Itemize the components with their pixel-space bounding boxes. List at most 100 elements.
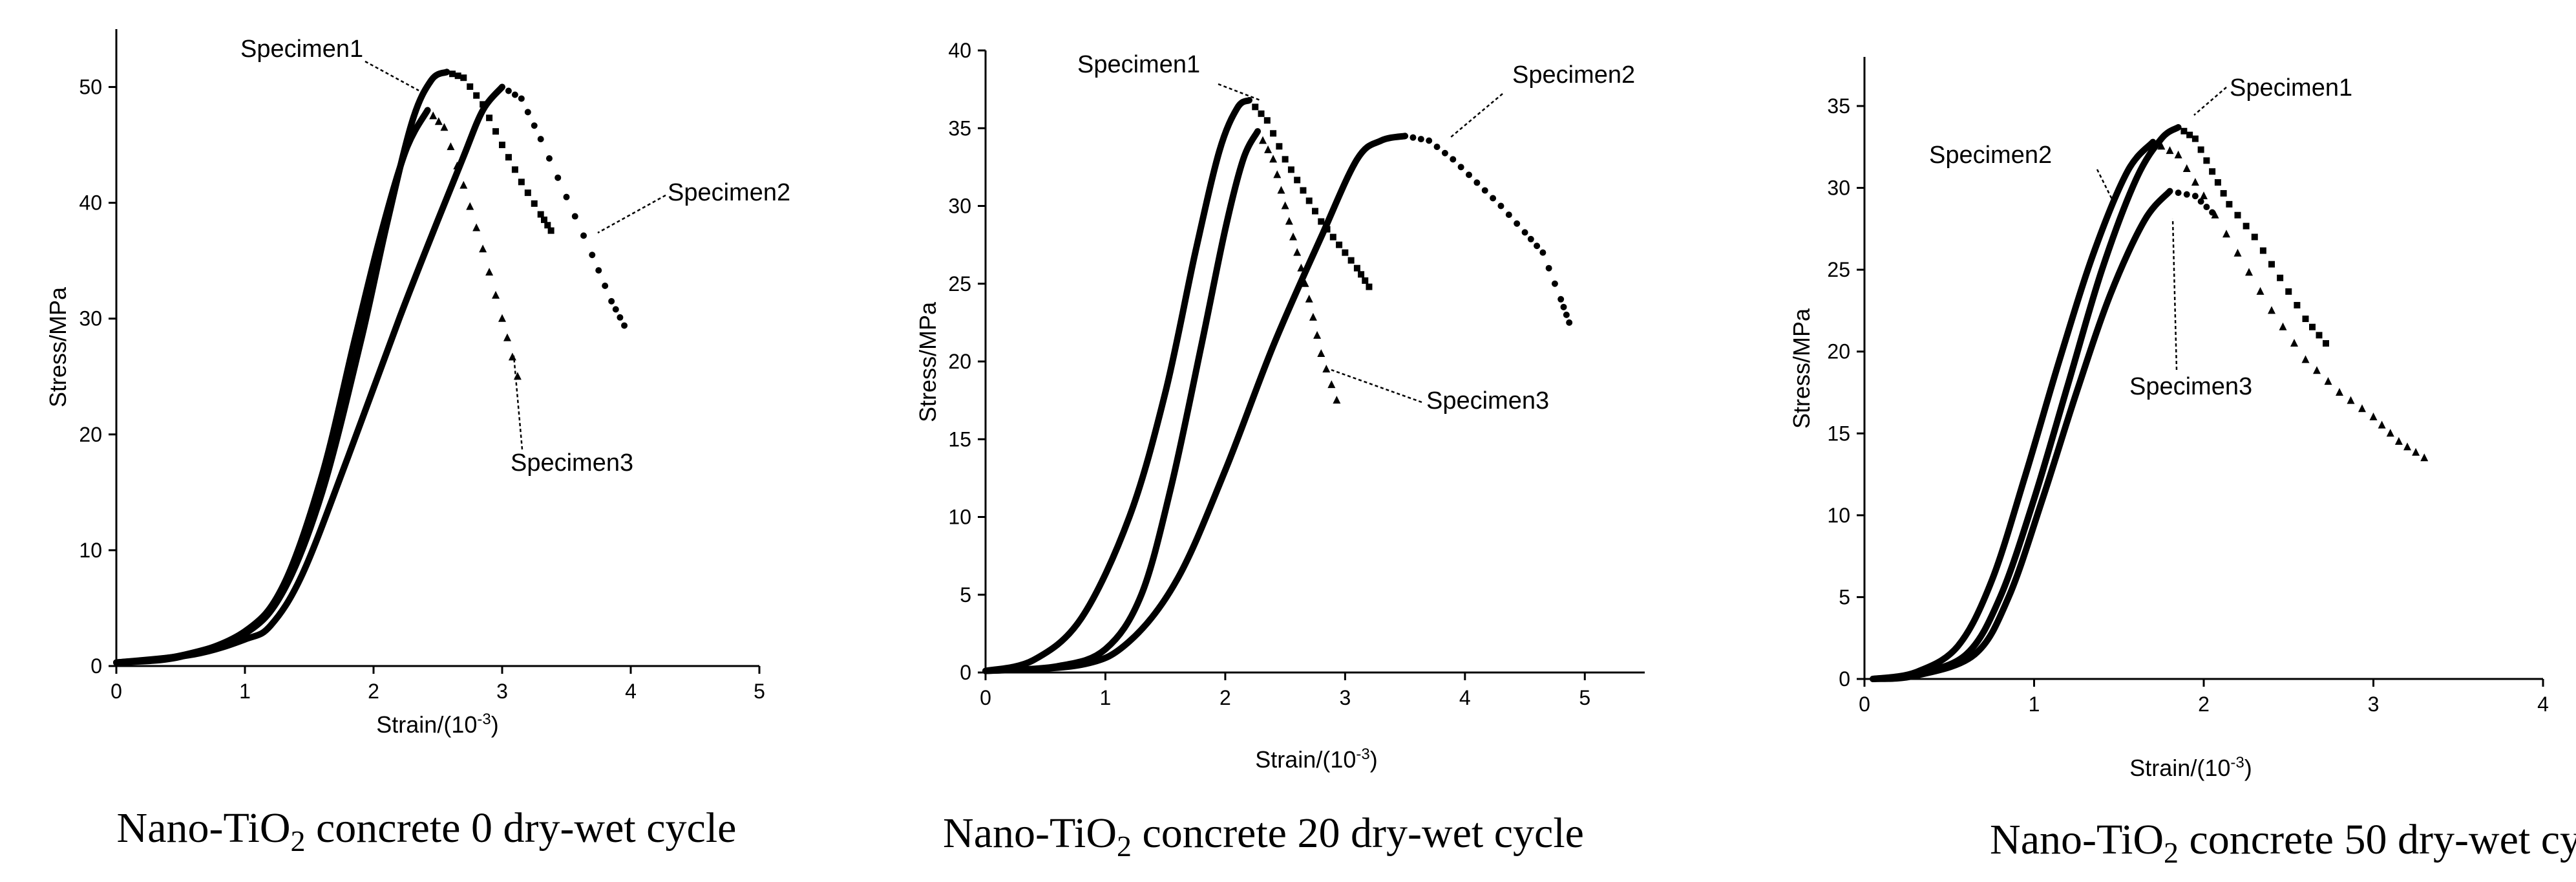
data-point-specimen1 [2251,233,2258,241]
data-point-specimen3 [2203,204,2210,211]
y-tick-label: 0 [90,654,102,678]
series-specimen3 [1870,188,2216,682]
x-tick-label: 1 [1100,686,1112,709]
series-line-specimen2 [113,83,505,666]
data-point-specimen2 [1563,311,1570,318]
data-point-specimen3 [434,117,443,125]
data-point-specimen3 [503,333,511,341]
y-tick-label: 10 [948,506,971,529]
y-tick-label: 5 [960,583,971,607]
x-tick-label: 2 [1219,686,1231,709]
data-point-specimen2 [2256,286,2265,295]
data-point-specimen1 [2294,301,2301,308]
data-point-specimen3 [440,123,449,131]
data-point-specimen2 [554,174,562,181]
x-axis-label: Strain/(10-3) [376,711,498,738]
data-point-specimen1 [1342,249,1349,256]
panel-caption: Nano-TiO2 concrete 0 dry-wet cycle [117,804,737,857]
y-tick-label: 10 [1827,504,1850,527]
y-tick-label: 30 [1827,177,1850,200]
x-tick-label: 0 [1859,693,1870,716]
data-point-specimen2 [612,306,619,313]
data-point-specimen2 [1566,319,1573,326]
data-point-specimen3 [2197,198,2204,205]
data-point-specimen1 [2180,127,2188,134]
data-point-specimen1 [1353,264,1360,272]
data-point-specimen3 [1313,330,1322,339]
data-point-specimen2 [1417,136,1424,143]
data-point-specimen3 [1273,170,1282,178]
data-point-specimen1 [2268,261,2275,268]
data-point-specimen2 [2394,436,2403,445]
data-point-specimen2 [2324,377,2332,385]
data-point-specimen2 [608,297,615,305]
y-tick-label: 40 [79,191,102,215]
y-tick-label: 30 [948,195,971,218]
data-point-specimen2 [1433,144,1441,151]
data-point-specimen1 [1258,110,1265,117]
y-tick-label: 50 [79,76,102,99]
panel-caption: Nano-TiO2 concrete 50 dry-wet cycle [1990,816,2576,869]
leader-specimen3 [512,355,523,450]
data-point-specimen1 [1276,143,1283,150]
x-axis-label: Strain/(10-3) [2129,754,2252,782]
data-point-specimen1 [2203,157,2210,164]
series-specimen3 [113,107,522,666]
data-point-specimen2 [1473,179,1481,186]
data-point-specimen2 [595,267,602,274]
data-point-specimen1 [537,211,544,218]
x-tick-label: 5 [1579,686,1590,709]
data-point-specimen2 [563,193,570,200]
y-axis-label: Stress/MPa [1788,308,1815,429]
data-point-specimen2 [1557,296,1565,303]
data-point-specimen3 [1289,232,1297,241]
data-point-specimen2 [2369,412,2378,420]
data-point-specimen2 [2191,178,2199,186]
data-point-specimen2 [2403,442,2411,451]
data-point-specimen3 [1281,201,1289,210]
panel-caption: Nano-TiO2 concrete 20 dry-wet cycle [943,810,1584,863]
y-tick-label: 5 [1839,585,1850,608]
data-point-specimen3 [1333,396,1341,404]
y-tick-label: 35 [948,116,971,140]
leader-specimen2 [597,194,666,234]
leader-specimen3 [1331,369,1422,403]
data-point-specimen3 [2175,189,2182,197]
data-point-specimen3 [459,180,468,189]
data-point-specimen2 [531,122,538,129]
series-line-specimen3 [982,128,1261,674]
data-point-specimen3 [1285,217,1293,225]
data-point-specimen3 [1277,186,1285,194]
annotation-specimen1: Specimen1 [2230,74,2352,102]
data-point-specimen2 [2301,355,2310,363]
data-point-specimen2 [602,282,609,289]
data-point-specimen2 [1560,303,1567,310]
data-point-specimen2 [2245,268,2253,276]
series-group [982,97,1573,674]
data-point-specimen1 [1287,166,1294,173]
data-point-specimen1 [2214,179,2221,186]
data-point-specimen3 [492,290,500,299]
data-point-specimen2 [2279,322,2287,330]
x-tick-label: 1 [239,680,251,703]
series-line-specimen3 [1870,188,2173,682]
data-point-specimen1 [1294,177,1301,184]
data-point-specimen2 [1514,220,1521,227]
x-tick-label: 3 [496,680,508,703]
data-point-specimen3 [472,223,481,231]
data-point-specimen2 [1539,249,1547,256]
leader-specimen1 [2193,87,2227,116]
y-tick-label: 20 [79,423,102,446]
annotation-specimen2: Specimen2 [668,179,790,206]
x-tick-label: 0 [111,680,122,703]
data-point-specimen3 [1322,365,1331,373]
data-point-specimen2 [2166,146,2174,155]
data-point-specimen2 [2211,210,2219,219]
data-point-specimen1 [1252,103,1259,111]
data-point-specimen1 [486,114,493,122]
data-point-specimen2 [621,322,628,329]
data-point-specimen2 [1409,134,1417,141]
y-tick-label: 15 [948,427,971,451]
